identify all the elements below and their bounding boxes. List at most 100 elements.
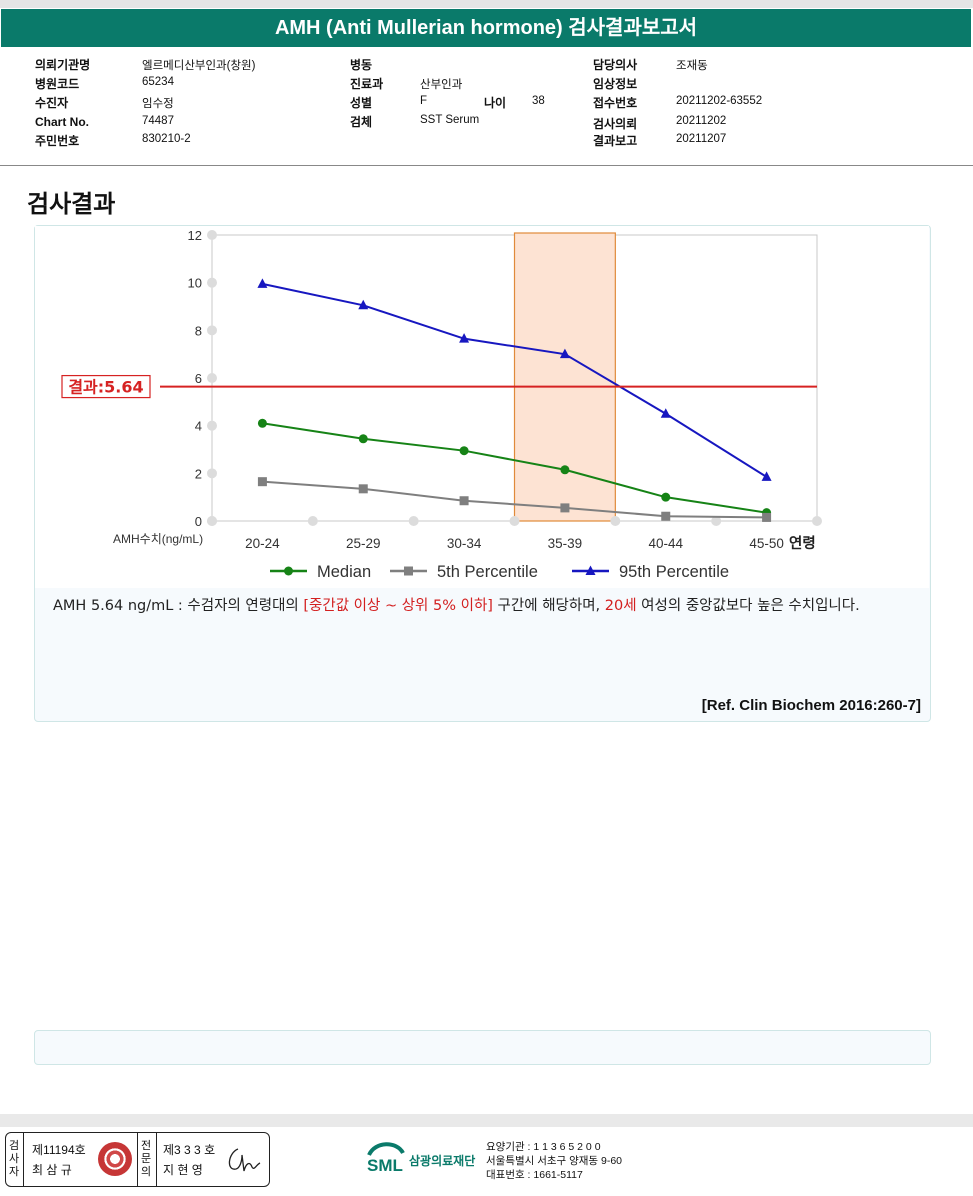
result-date-label: 결과보고: [593, 134, 638, 148]
empty-comment-box: [34, 1030, 931, 1065]
examiner-char: 사: [8, 1153, 20, 1165]
org-name: 삼광의료재단: [409, 1154, 476, 1168]
reviewer-char: 전: [140, 1140, 152, 1152]
x-tick-mark: [307, 516, 318, 526]
org-info: 요양기관 : 1 1 3 6 5 2 0 0 서울특별시 서초구 양재동 9-6…: [486, 1140, 622, 1182]
examiner-char: 검: [8, 1140, 20, 1152]
data-point: [559, 348, 570, 359]
x-tick-label: 45-50: [749, 536, 784, 551]
examiner-number: 제11194호: [32, 1143, 86, 1157]
section-title: 검사결과: [27, 191, 116, 218]
data-point: [660, 408, 671, 418]
reviewer-char: 의: [140, 1166, 152, 1178]
examiner-name: 최 삼 규: [32, 1163, 72, 1177]
x-tick-label: 20-24: [245, 536, 280, 551]
reviewer-vertical-label: 전 문 의: [140, 1140, 152, 1179]
legend-marker: [585, 565, 596, 575]
receipt-label: 접수번호: [593, 96, 638, 110]
x-tick-mark: [408, 516, 419, 526]
reviewer-name: 지 현 영: [163, 1163, 203, 1177]
specimen-label: 검체: [350, 115, 373, 129]
x-tick-mark: [812, 516, 822, 526]
seal-stamp-icon: [98, 1142, 132, 1176]
x-axis-label: 연령: [789, 535, 816, 552]
doctor-value: 조재동: [676, 60, 708, 72]
data-point: [459, 446, 469, 456]
y-axis-label: AMH수치(ng/mL): [113, 532, 203, 546]
signature-icon: [228, 1148, 261, 1172]
data-point: [661, 511, 671, 521]
data-point: [560, 503, 570, 513]
highlight-band: [513, 232, 616, 522]
y-tick-label: 6: [195, 371, 202, 386]
result-label: 결과:5.64: [68, 378, 143, 397]
signature-box: 검 사 자 제11194호 최 삼 규 전 문 의 제3 3 3 호 지 현 영: [5, 1132, 270, 1187]
divider: [156, 1133, 157, 1186]
chart-no-label: Chart No.: [35, 115, 89, 129]
y-tick-mark: [207, 373, 217, 383]
x-tick-mark: [207, 516, 217, 526]
sml-logo-icon: SML: [367, 1142, 405, 1175]
y-tick-label: 12: [188, 228, 202, 243]
x-tick-mark: [509, 516, 520, 526]
patient-label: 수진자: [35, 96, 69, 110]
data-point: [358, 484, 368, 494]
receipt-value: 20211202-63552: [676, 95, 763, 107]
request-value: 20211202: [676, 115, 727, 127]
examiner-char: 자: [8, 1166, 20, 1178]
y-tick-label: 8: [195, 323, 202, 338]
legend-marker: [284, 566, 293, 576]
result-range-text: [중간값 이상 ~ 상위 5% 이하]: [303, 598, 493, 614]
examiner-vertical-label: 검 사 자: [8, 1140, 20, 1179]
result-interpretation: AMH 5.64 ng/mL : 수검자의 연령대의 [중간값 이상 ~ 상위 …: [53, 594, 933, 618]
department-value: 산부인과: [420, 79, 463, 91]
specimen-value: SST Serum: [420, 114, 480, 126]
top-border: [0, 0, 973, 8]
data-point: [459, 496, 469, 506]
data-point: [560, 465, 570, 475]
resident-no-label: 주민번호: [35, 134, 80, 148]
legend-marker: [404, 566, 413, 576]
data-point: [257, 418, 267, 428]
legend-label: Median: [317, 563, 371, 581]
x-tick-label: 40-44: [648, 536, 683, 551]
legend-label: 5th Percentile: [437, 563, 538, 581]
reviewer-number: 제3 3 3 호: [163, 1143, 216, 1157]
series-line: [262, 422, 767, 514]
series-line: [262, 480, 767, 519]
ward-label: 병동: [350, 58, 373, 72]
reviewer-char: 문: [140, 1153, 152, 1165]
request-label: 검사의뢰: [593, 117, 638, 131]
data-point: [257, 477, 267, 487]
institution-value: 엘르메디산부인과(창원): [142, 60, 256, 72]
y-tick-label: 0: [195, 514, 202, 529]
age-label: 나이: [484, 96, 507, 110]
y-tick-label: 4: [195, 419, 202, 434]
data-point: [762, 512, 772, 522]
result-text-prefix: AMH 5.64 ng/mL : 수검자의 연령대의: [53, 598, 304, 614]
patient-info-panel: 의뢰기관명 엘르메디산부인과(창원) 병원코드 65234 수진자 임수정 Ch…: [0, 48, 973, 166]
clinical-label: 임상정보: [593, 77, 638, 91]
result-age-text: 20세: [604, 598, 637, 614]
patient-value: 임수정: [142, 98, 174, 110]
org-code: 요양기관 : 1 1 3 6 5 2 0 0: [486, 1141, 601, 1153]
resident-no-value: 830210-2: [142, 133, 191, 145]
org-phone: 대표번호 : 1661-5117: [486, 1169, 583, 1181]
data-point: [459, 333, 470, 343]
chart-no-value: 74487: [142, 115, 174, 127]
y-tick-label: 2: [195, 466, 202, 481]
age-value: 38: [532, 95, 545, 107]
x-tick-label: 25-29: [346, 536, 381, 551]
reference-citation: [Ref. Clin Biochem 2016:260-7]: [701, 697, 921, 714]
data-point: [257, 278, 268, 288]
data-point: [661, 492, 671, 502]
x-tick-label: 35-39: [548, 536, 583, 551]
result-date-value: 20211207: [676, 133, 727, 145]
y-tick-mark: [207, 325, 217, 336]
y-tick-mark: [207, 420, 217, 431]
department-label: 진료과: [350, 77, 384, 91]
report-title: AMH (Anti Mullerian hormone) 검사결과보고서: [1, 9, 971, 47]
hospital-code-value: 65234: [142, 76, 174, 88]
y-tick-label: 10: [188, 276, 202, 291]
footer-band: [0, 1114, 973, 1127]
